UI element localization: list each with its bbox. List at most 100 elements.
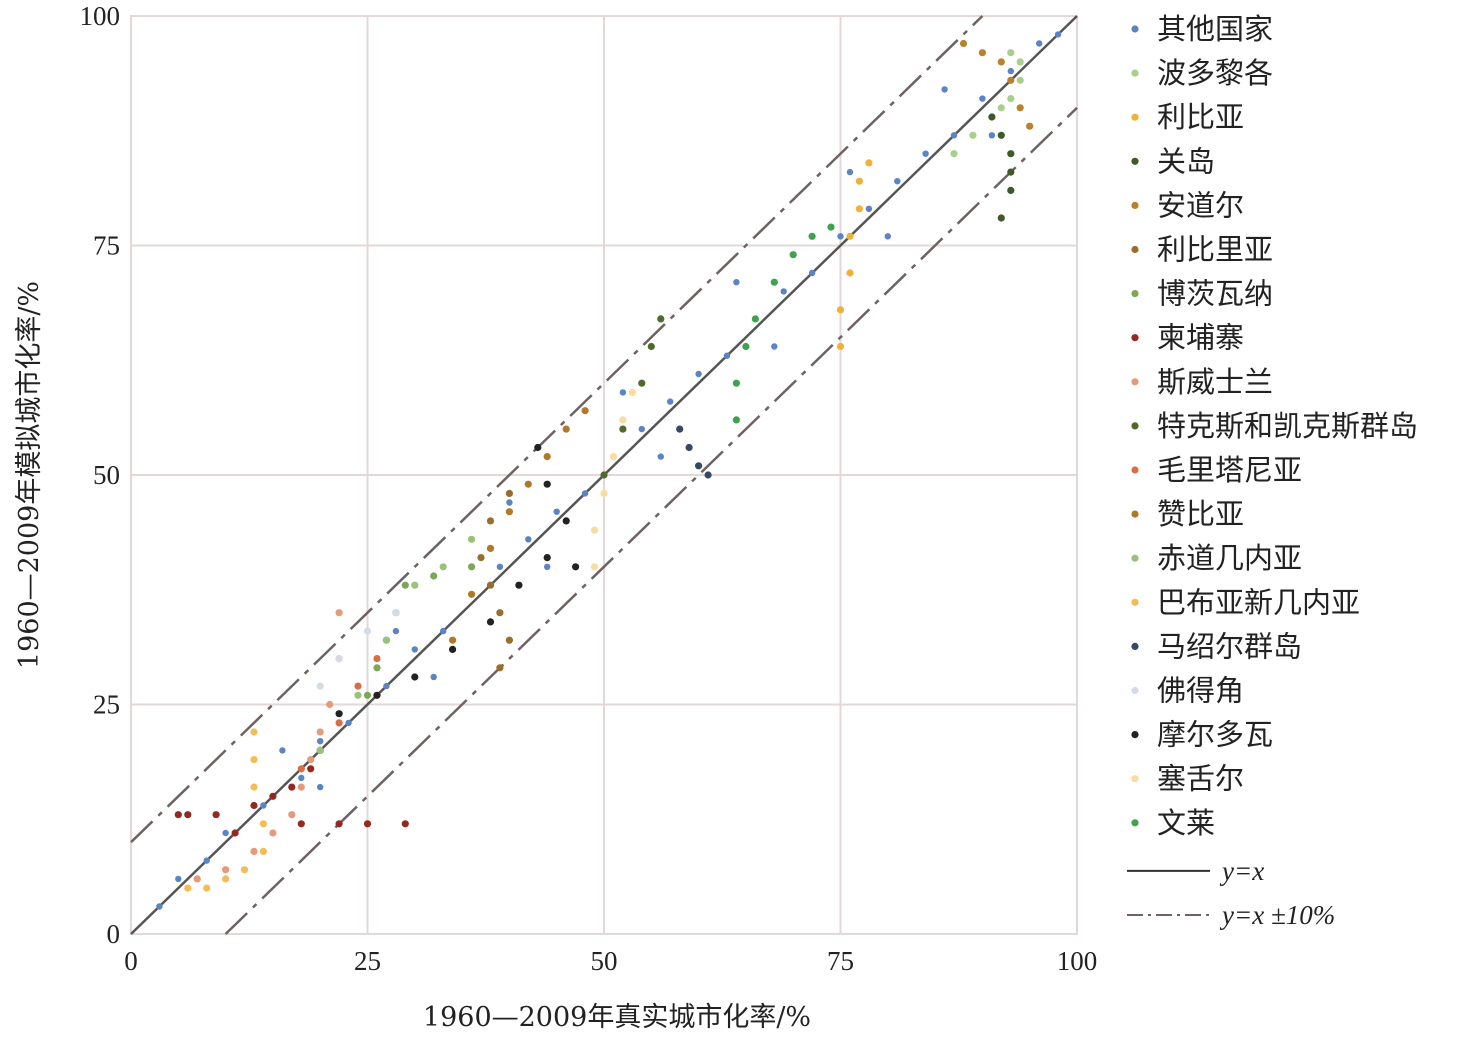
data-point: [941, 86, 948, 93]
data-point: [250, 847, 258, 856]
data-point: [572, 563, 580, 571]
legend-item: 佛得角: [1131, 674, 1244, 708]
legend-label: 巴布亚新几内亚: [1157, 585, 1360, 619]
data-point: [345, 719, 352, 727]
data-point: [827, 223, 835, 231]
legend-item: 其他国家: [1131, 12, 1273, 46]
data-point: [486, 544, 495, 553]
data-point: [269, 792, 277, 800]
data-point: [865, 205, 873, 212]
series-11: [449, 407, 589, 644]
y-tick-label: 75: [93, 231, 120, 261]
data-point: [846, 232, 854, 240]
legend-item: 波多黎各: [1131, 56, 1273, 90]
data-point: [203, 884, 211, 892]
data-point: [335, 609, 343, 617]
legend-label: 关岛: [1157, 144, 1215, 178]
legend-label: 毛里塔尼亚: [1157, 453, 1302, 487]
legend-label: 波多黎各: [1157, 56, 1273, 90]
data-point: [260, 802, 267, 809]
legend-label: 塞舌尔: [1157, 762, 1244, 796]
data-point: [1036, 40, 1043, 47]
data-point: [562, 517, 570, 525]
data-point: [657, 453, 664, 460]
data-point: [770, 278, 778, 286]
data-point: [619, 416, 627, 424]
data-point: [515, 581, 523, 589]
data-point: [704, 471, 712, 479]
legend-item: 赤道几内亚: [1131, 541, 1302, 575]
legend-label: 赤道几内亚: [1157, 541, 1302, 575]
data-point: [354, 682, 362, 690]
x-tick-label: 75: [827, 946, 854, 976]
data-point: [307, 765, 315, 773]
data-point: [543, 554, 551, 562]
legend-item: 斯威士兰: [1131, 365, 1273, 399]
data-point: [505, 489, 513, 497]
data-point: [307, 756, 315, 764]
data-point: [363, 691, 372, 699]
legend-label: 柬埔寨: [1157, 321, 1244, 355]
data-point: [439, 563, 447, 571]
data-point: [581, 490, 589, 497]
data-point: [1007, 186, 1015, 194]
data-point: [496, 563, 504, 570]
data-point: [222, 875, 230, 883]
legend-label: 文莱: [1157, 806, 1215, 840]
data-point: [959, 39, 968, 48]
data-point: [240, 866, 249, 874]
data-point: [723, 352, 731, 359]
legend-marker: [1131, 334, 1139, 342]
series-2: [836, 159, 873, 351]
data-point: [524, 480, 532, 488]
legend-label: 利比亚: [1157, 100, 1244, 134]
data-point: [562, 425, 570, 433]
data-point: [174, 811, 182, 819]
data-point: [695, 462, 703, 470]
data-point: [496, 609, 504, 617]
data-point: [922, 150, 929, 157]
data-point: [979, 95, 986, 102]
data-points: [156, 31, 1062, 910]
data-point: [988, 113, 996, 121]
legend-label: y=x ±10%: [1219, 900, 1335, 930]
data-point: [667, 398, 674, 405]
data-point: [316, 682, 324, 690]
series-13: [184, 728, 267, 892]
legend-marker: [1131, 69, 1139, 77]
legend-item: 摩尔多瓦: [1131, 718, 1273, 752]
legend-item: 文莱: [1131, 806, 1215, 840]
x-tick-label: 25: [354, 946, 381, 976]
y-tick-label: 25: [93, 690, 120, 720]
legend-label: 摩尔多瓦: [1157, 718, 1273, 752]
series-14: [676, 425, 712, 479]
data-point: [373, 664, 381, 672]
data-point: [609, 453, 618, 461]
legend-marker: [1131, 819, 1139, 827]
data-point: [486, 517, 495, 525]
data-point: [657, 315, 665, 323]
series-4: [959, 39, 1034, 130]
legend-marker: [1131, 731, 1139, 739]
data-point: [335, 710, 343, 718]
legend: 其他国家波多黎各利比亚关岛安道尔利比里亚博茨瓦纳柬埔寨斯威士兰特克斯和凯克斯群岛…: [1127, 12, 1418, 930]
data-point: [525, 536, 532, 543]
data-point: [969, 131, 977, 139]
data-point: [638, 425, 645, 433]
data-point: [997, 104, 1005, 112]
y-axis-title: 1960—2009年模拟城市化率/%: [14, 281, 45, 669]
data-point: [1007, 67, 1014, 75]
data-point: [468, 535, 476, 543]
legend-item: 关岛: [1131, 144, 1215, 178]
data-point: [1007, 95, 1015, 103]
data-point: [259, 847, 267, 856]
data-point: [581, 407, 589, 415]
data-point: [335, 820, 343, 828]
legend-label: 佛得角: [1157, 674, 1244, 708]
data-point: [808, 232, 816, 240]
data-point: [288, 783, 296, 791]
series-8: [193, 609, 343, 883]
data-point: [1007, 76, 1015, 84]
series-18: [732, 223, 835, 424]
